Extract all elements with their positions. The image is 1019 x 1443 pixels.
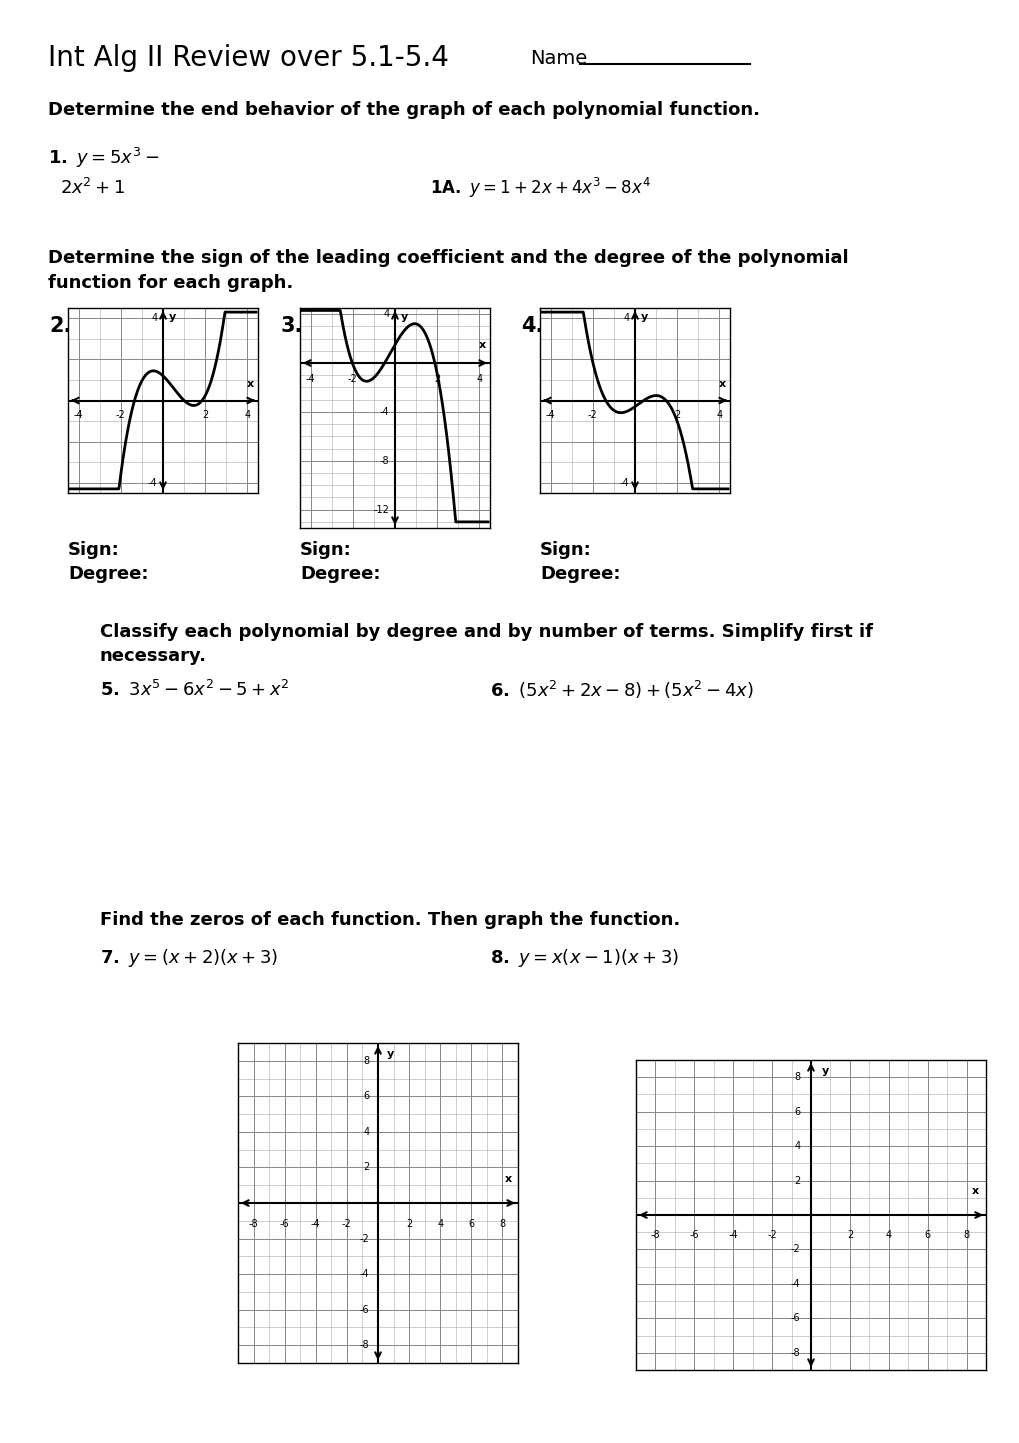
Text: $\mathbf{8.}$ $y = x(x - 1)(x + 3)$: $\mathbf{8.}$ $y = x(x - 1)(x + 3)$: [489, 947, 679, 970]
Text: 2: 2: [202, 410, 208, 420]
Text: 4: 4: [151, 313, 157, 323]
Text: $\mathbf{6.}$ $(5x^2 + 2x - 8) + (5x^2 - 4x)$: $\mathbf{6.}$ $(5x^2 + 2x - 8) + (5x^2 -…: [489, 680, 753, 701]
Text: -8: -8: [360, 1341, 369, 1351]
Text: -8: -8: [379, 456, 389, 466]
Text: 6: 6: [468, 1219, 474, 1229]
Text: -6: -6: [689, 1231, 698, 1241]
Text: 4: 4: [245, 410, 251, 420]
Text: -4: -4: [790, 1278, 800, 1289]
Text: -8: -8: [650, 1231, 659, 1241]
Text: 4: 4: [623, 313, 629, 323]
Text: y: y: [386, 1049, 393, 1059]
Text: y: y: [168, 312, 175, 322]
Text: 4: 4: [363, 1127, 369, 1137]
Text: x: x: [247, 380, 254, 390]
Text: 2: 2: [363, 1163, 369, 1173]
Text: 2: 2: [434, 374, 440, 384]
Text: x: x: [479, 339, 486, 349]
Text: -4: -4: [728, 1231, 738, 1241]
Text: 8: 8: [363, 1056, 369, 1066]
Text: Find the zeros of each function. Then graph the function.: Find the zeros of each function. Then gr…: [100, 911, 680, 929]
Text: 6: 6: [923, 1231, 929, 1241]
Text: Determine the end behavior of the graph of each polynomial function.: Determine the end behavior of the graph …: [48, 101, 759, 118]
Text: y: y: [400, 312, 408, 322]
Text: -2: -2: [790, 1244, 800, 1254]
Text: 3.: 3.: [280, 316, 303, 336]
Text: 4: 4: [794, 1141, 800, 1152]
Text: -2: -2: [116, 410, 125, 420]
Text: 4: 4: [715, 410, 721, 420]
Text: Name: Name: [530, 49, 587, 68]
Text: 4.: 4.: [521, 316, 543, 336]
Text: -4: -4: [311, 1219, 320, 1229]
Text: y: y: [820, 1066, 828, 1076]
Text: -12: -12: [373, 505, 389, 515]
Text: necessary.: necessary.: [100, 646, 207, 665]
Text: 4: 4: [476, 374, 482, 384]
Text: Determine the sign of the leading coefficient and the degree of the polynomial: Determine the sign of the leading coeffi…: [48, 250, 848, 267]
Text: 2: 2: [846, 1231, 852, 1241]
Text: 8: 8: [499, 1219, 505, 1229]
Text: Sign:: Sign:: [539, 541, 591, 558]
Text: 6: 6: [794, 1107, 800, 1117]
Text: -4: -4: [620, 478, 629, 488]
Text: -2: -2: [587, 410, 597, 420]
Text: 2: 2: [674, 410, 680, 420]
Text: -4: -4: [306, 374, 315, 384]
Text: $\mathbf{1.}$ $y = 5x^3 -$: $\mathbf{1.}$ $y = 5x^3 -$: [48, 146, 159, 170]
Text: Sign:: Sign:: [300, 541, 352, 558]
Text: Degree:: Degree:: [68, 566, 149, 583]
Text: -4: -4: [360, 1268, 369, 1278]
Text: -6: -6: [279, 1219, 289, 1229]
Text: -4: -4: [148, 478, 157, 488]
Text: Classify each polynomial by degree and by number of terms. Simplify first if: Classify each polynomial by degree and b…: [100, 623, 872, 641]
Text: Degree:: Degree:: [539, 566, 620, 583]
Text: $\mathbf{1A.}$ $y = 1 + 2x + 4x^3 - 8x^4$: $\mathbf{1A.}$ $y = 1 + 2x + 4x^3 - 8x^4…: [430, 176, 650, 201]
Text: -2: -2: [341, 1219, 352, 1229]
Text: -4: -4: [545, 410, 554, 420]
Text: $\mathbf{7.}$ $y = (x + 2)(x + 3)$: $\mathbf{7.}$ $y = (x + 2)(x + 3)$: [100, 947, 278, 970]
Text: 4: 4: [437, 1219, 443, 1229]
Text: $\mathbf{5.}$ $3x^5 - 6x^2 - 5 + x^2$: $\mathbf{5.}$ $3x^5 - 6x^2 - 5 + x^2$: [100, 680, 289, 700]
Text: y: y: [640, 312, 647, 322]
Text: 2: 2: [406, 1219, 412, 1229]
Text: x: x: [504, 1173, 512, 1183]
Text: 8: 8: [963, 1231, 969, 1241]
Text: function for each graph.: function for each graph.: [48, 274, 293, 291]
Text: -2: -2: [360, 1234, 369, 1244]
Text: -4: -4: [379, 407, 389, 417]
Text: -6: -6: [360, 1304, 369, 1315]
Text: -2: -2: [766, 1231, 776, 1241]
Text: Int Alg II Review over 5.1-5.4: Int Alg II Review over 5.1-5.4: [48, 43, 448, 72]
Text: 2.: 2.: [49, 316, 71, 336]
Text: 6: 6: [363, 1091, 369, 1101]
Text: Degree:: Degree:: [300, 566, 380, 583]
Text: -8: -8: [249, 1219, 258, 1229]
Text: Sign:: Sign:: [68, 541, 119, 558]
Text: x: x: [971, 1186, 978, 1196]
Text: x: x: [718, 380, 726, 390]
Text: -4: -4: [73, 410, 84, 420]
Text: 2: 2: [794, 1176, 800, 1186]
Text: -6: -6: [790, 1313, 800, 1323]
Text: 8: 8: [794, 1072, 800, 1082]
Text: 4: 4: [884, 1231, 891, 1241]
Text: -8: -8: [790, 1348, 800, 1358]
Text: $2x^2 + 1$: $2x^2 + 1$: [60, 177, 125, 198]
Text: -2: -2: [347, 374, 358, 384]
Text: 4: 4: [383, 309, 389, 319]
